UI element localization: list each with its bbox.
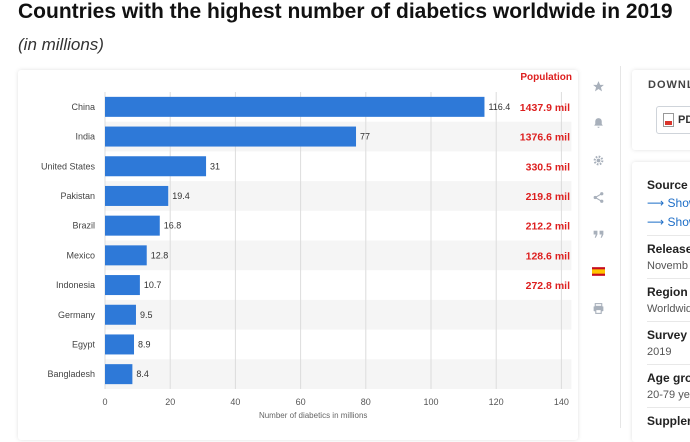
source-title: Source [647,178,688,192]
bar [105,304,136,325]
category-label: Egypt [72,339,96,349]
category-label: Indonesia [56,280,95,290]
bar [105,156,207,177]
value-label: 9.5 [140,310,153,320]
category-label: Bangladesh [47,369,95,379]
info-separator [647,278,690,279]
age-group-value: 20-79 ye [647,389,690,401]
bar [105,96,485,117]
survey-value: 2019 [647,346,672,358]
bar [105,215,160,236]
chart-toolbar [584,74,612,333]
flag-spain-icon[interactable] [586,259,610,283]
gear-icon[interactable] [586,148,610,172]
category-label: Brazil [72,221,95,231]
x-tick-label: 0 [102,397,107,407]
panel-divider [620,66,621,428]
value-label: 19.4 [172,191,190,201]
bar [105,126,357,147]
region-title: Region [647,285,688,299]
supplement-title: Suppler [647,414,690,428]
value-label: 10.7 [144,280,162,290]
star-icon[interactable] [586,74,610,98]
source-link-2[interactable]: ⟶ Show [647,215,690,229]
print-icon[interactable] [586,296,610,320]
x-tick-label: 120 [489,397,504,407]
source-link-1[interactable]: ⟶ Show [647,196,690,210]
pdf-label: PD [678,114,690,126]
info-separator [647,321,690,322]
value-label: 8.4 [136,369,149,379]
x-tick-label: 40 [230,397,240,407]
release-value: Novemb [647,260,688,272]
survey-title: Survey [647,328,688,342]
download-title: DOWNL [648,79,690,91]
population-annotation: 219.8 mil [526,191,570,203]
category-label: Pakistan [60,191,95,201]
info-separator [647,235,690,236]
population-annotation: 330.5 mil [526,161,570,173]
value-label: 77 [360,132,370,142]
row-band [105,359,572,389]
population-annotation: 128.6 mil [526,250,570,262]
bar-chart: 0 20 40 60 80 100 120 140 Number of diabetics in… [41,72,572,420]
sidebar: DOWNL PD Source ⟶ Show ⟶ Show Release No… [632,70,690,442]
category-label: Germany [58,310,96,320]
quote-icon[interactable] [586,222,610,246]
x-tick-label: 100 [423,397,438,407]
x-tick-label: 60 [296,397,306,407]
info-separator [647,364,690,365]
row-band [105,181,572,211]
row-band [105,240,572,271]
pdf-icon [663,113,674,127]
category-label: United States [41,161,96,171]
category-label: China [71,102,95,112]
x-tick-label: 140 [554,397,569,407]
x-tick-label: 80 [361,397,371,407]
value-label: 116.4 [488,102,510,112]
population-annotation: 1376.6 mil [520,132,570,144]
page-title: Countries with the highest number of dia… [18,0,673,23]
bell-icon[interactable] [586,111,610,135]
x-tick-label: 20 [165,397,175,407]
download-panel: DOWNL PD [632,70,690,150]
pdf-download-button[interactable]: PD [656,106,690,134]
category-label: India [75,132,95,142]
info-panel: Source ⟶ Show ⟶ Show Release Novemb Regi… [632,162,690,442]
info-separator [647,407,690,408]
value-label: 8.9 [138,339,151,349]
value-label: 16.8 [164,221,182,231]
value-label: 12.8 [151,250,169,260]
page-subtitle: (in millions) [18,35,104,54]
share-icon[interactable] [586,185,610,209]
population-annotation: 272.8 mil [526,280,570,292]
bar [105,364,133,385]
source-link-label-1: Show [667,196,690,210]
population-annotation: 1437.9 mil [520,102,570,114]
chart-card: 0 20 40 60 80 100 120 140 Number of diabetics in… [18,70,578,440]
bar [105,245,147,266]
release-title: Release [647,242,690,256]
value-label: 31 [210,161,220,171]
bar [105,185,169,206]
region-value: Worldwid [647,303,690,315]
age-group-title: Age gro [647,371,690,385]
category-label: Mexico [66,250,95,260]
annotation-header: Population [520,72,572,83]
bar [105,275,140,296]
population-annotation: 212.2 mil [526,221,570,233]
bar [105,334,135,355]
source-link-label-2: Show [667,215,690,229]
x-axis-title: Number of diabetics in millions [259,411,368,420]
row-band [105,299,572,330]
